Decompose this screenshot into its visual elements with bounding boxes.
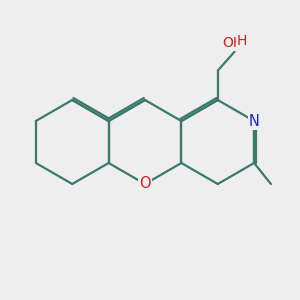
Text: O: O [139,176,151,191]
Text: H: H [237,34,247,48]
Text: OH: OH [222,36,243,50]
Text: N: N [249,113,260,128]
